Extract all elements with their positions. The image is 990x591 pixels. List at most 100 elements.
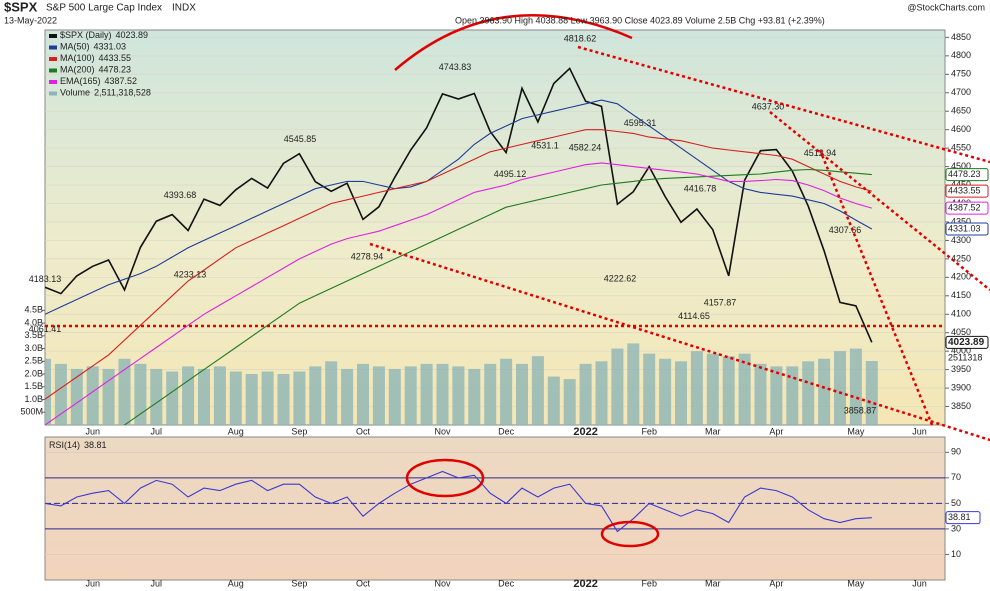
y2-tick-label: 4.5B	[24, 305, 43, 315]
x-tick-label: Jun	[912, 426, 927, 436]
y-tick-label: 4500	[951, 161, 971, 171]
y-tick-label: 3950	[951, 364, 971, 374]
legend-swatch	[49, 34, 57, 38]
volume-bar	[786, 366, 799, 425]
price-annotation: 4183.13	[29, 274, 62, 284]
volume-bar	[563, 379, 576, 425]
value-box	[945, 201, 989, 215]
x-tick-label: Mar	[705, 426, 721, 436]
volume-bar	[770, 366, 783, 425]
series-line	[45, 129, 872, 400]
y-tick-label: 10	[951, 549, 961, 559]
x-tick-label: Aug	[228, 426, 244, 436]
volume-bar	[357, 363, 369, 425]
y-tick-label: 4750	[951, 69, 971, 79]
volume-bar	[484, 363, 497, 425]
trendline	[818, 149, 934, 426]
volume-bar	[738, 353, 751, 425]
highlight-ellipse	[600, 520, 660, 548]
volume-bar	[213, 366, 226, 425]
y-tick-label: 4850	[951, 32, 971, 42]
price-annotation: 4233.13	[174, 269, 207, 279]
watermark: @StockCharts.com	[907, 2, 985, 12]
x-tick-label: Apr	[769, 578, 783, 588]
volume-bar	[54, 363, 67, 425]
legend-name: MA(50)	[60, 42, 90, 52]
symbol: $SPX	[4, 0, 38, 14]
volume-axis-label: 2511318	[948, 352, 982, 362]
value-box	[945, 222, 989, 236]
volume-bar	[86, 366, 99, 425]
value-box-label: 4023.89	[948, 337, 985, 348]
volume-bar	[245, 374, 258, 425]
x-tick-label: Jun	[912, 578, 927, 588]
y2-tick-label: 3.5B	[24, 330, 43, 340]
y2-tick-label: 1.0B	[24, 394, 43, 404]
trendline	[577, 45, 990, 164]
x-tick-label: 2022	[573, 578, 597, 590]
volume-bar	[372, 366, 385, 425]
x-tick-label: Apr	[769, 426, 783, 436]
legend-value: 4331.03	[94, 42, 127, 52]
volume-bar	[468, 368, 481, 425]
legend-name: EMA(165)	[60, 76, 101, 86]
volume-bar	[45, 358, 51, 425]
x-tick-label: Nov	[434, 578, 451, 588]
volume-bar	[659, 358, 672, 425]
y-tick-label: 4600	[951, 124, 971, 134]
legend-value: 2,511,318,528	[94, 88, 151, 98]
value-box	[945, 184, 989, 198]
volume-bar	[436, 363, 449, 425]
labels-layer: 3850 3900 3950 4000 4050 4100 4150 4200 4250 4300…	[20, 30, 989, 590]
volume-bar	[341, 368, 354, 425]
trendline	[369, 242, 990, 442]
price-annotation: 4582.24	[569, 143, 602, 153]
volume-bar	[690, 351, 703, 425]
legend-entry: $SPX (Daily) 4023.89	[60, 30, 148, 40]
price-annotation: 4637.30	[752, 101, 785, 111]
y2-tick-label: 2.5B	[24, 356, 43, 366]
legend-value: 4023.89	[116, 30, 149, 40]
y-tick-label: 4800	[951, 50, 971, 60]
x-tick-label: Mar	[705, 578, 721, 588]
price-panel	[44, 29, 946, 426]
x-tick-label: Dec	[498, 578, 515, 588]
volume-bar	[611, 348, 624, 425]
legend-name: $SPX (Daily)	[60, 30, 112, 40]
legend-entry: EMA(165) 4387.52	[60, 76, 137, 86]
legend-swatch	[49, 45, 57, 50]
value-box-label: 4387.52	[948, 202, 981, 212]
x-tick-label: May	[847, 426, 865, 436]
volume-bar	[643, 353, 656, 425]
value-box	[945, 511, 981, 525]
y-tick-label: 4000	[951, 346, 971, 356]
legend-name: Volume	[60, 88, 90, 98]
volume-bar	[261, 371, 274, 425]
volume-bar	[309, 366, 322, 425]
legend-entry: MA(200) 4478.23	[60, 65, 131, 75]
volume-bar	[198, 368, 210, 425]
value-box-label: 4433.55	[948, 185, 981, 195]
exchange: INDX	[172, 3, 196, 14]
price-annotation: 4545.85	[284, 134, 317, 144]
volume-bar	[404, 366, 417, 425]
price-annotation: 4531.1	[531, 140, 559, 150]
volume-bar	[802, 361, 815, 425]
volume-bar	[420, 363, 433, 425]
x-tick-label: Jul	[151, 426, 163, 436]
series-line	[45, 67, 873, 343]
chart-title: S&P 500 Large Cap Index	[46, 3, 162, 14]
x-tick-label: Sep	[291, 578, 307, 588]
x-tick-label: Jul	[151, 578, 163, 588]
series-line	[45, 162, 872, 425]
price-annotation: 3858.87	[844, 406, 877, 416]
x-tick-label: Aug	[228, 578, 244, 588]
volume-bar	[595, 361, 608, 425]
y-tick-label: 3850	[951, 401, 971, 411]
value-box-label: 4478.23	[948, 169, 981, 179]
y2-tick-label: 3.0B	[24, 343, 43, 353]
y-tick-label: 90	[951, 447, 961, 457]
volume-bar	[293, 371, 306, 425]
price-annotation: 4743.83	[439, 62, 472, 72]
